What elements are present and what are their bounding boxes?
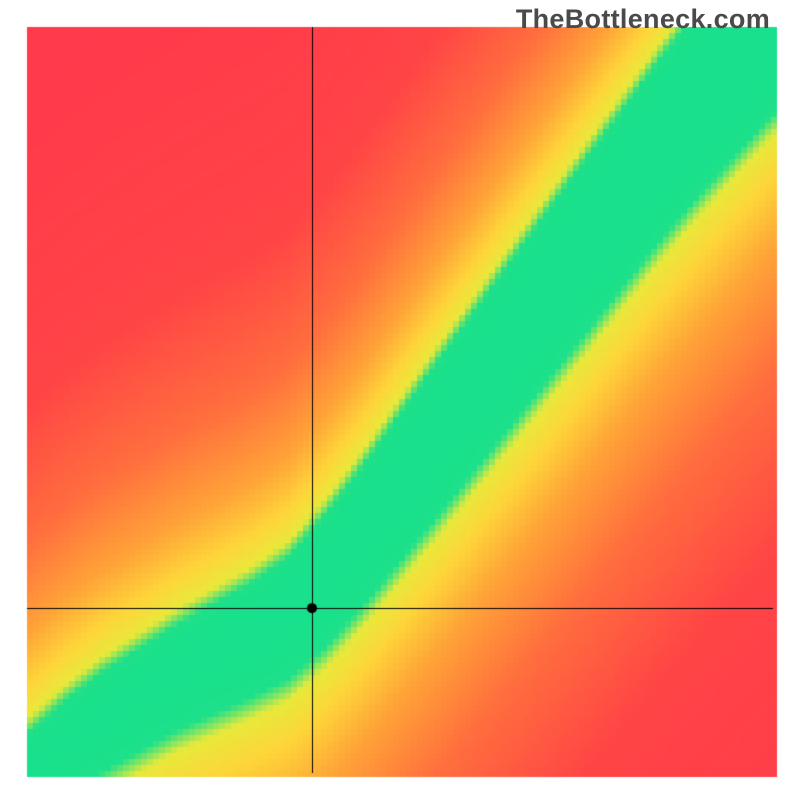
chart-container: TheBottleneck.com xyxy=(0,0,800,800)
heatmap-canvas xyxy=(0,0,800,800)
watermark-text: TheBottleneck.com xyxy=(516,4,770,35)
